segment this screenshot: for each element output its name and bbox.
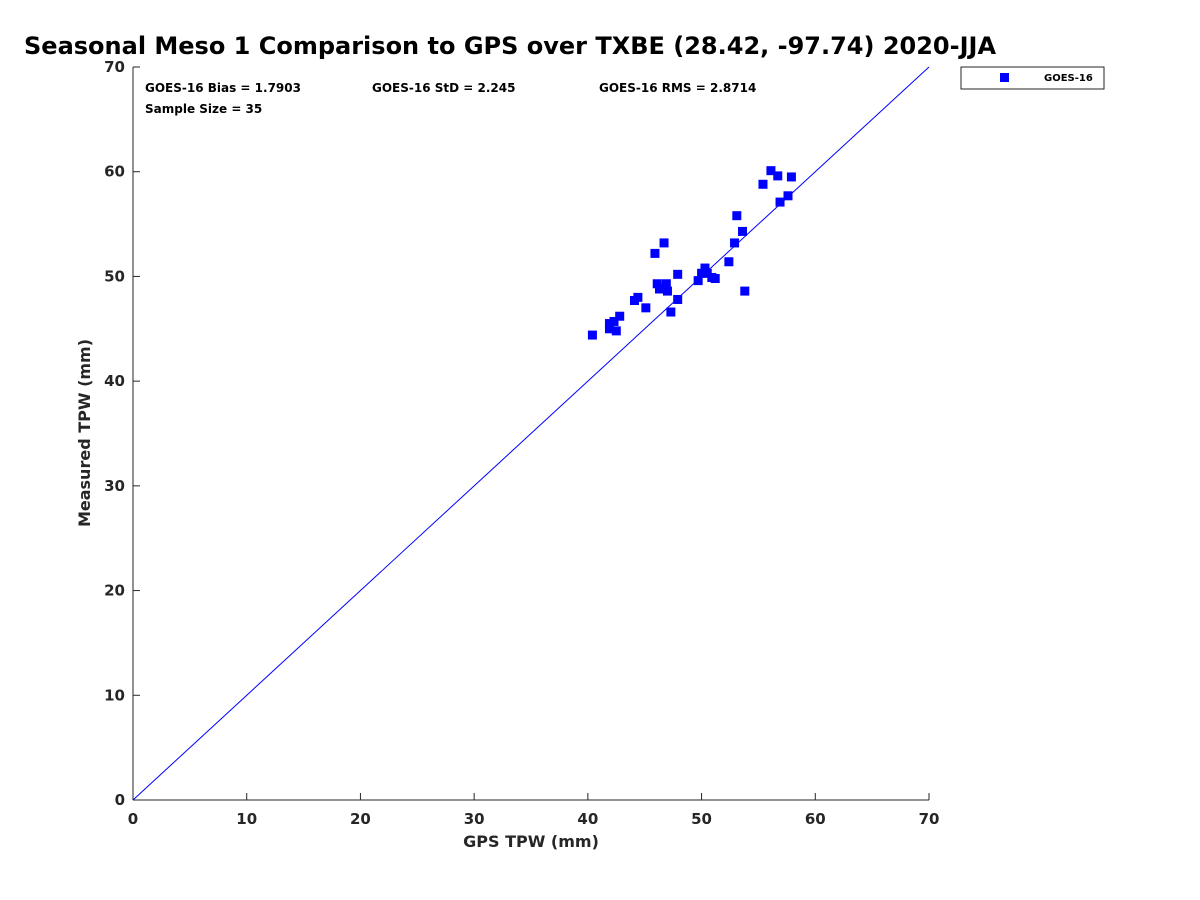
data-point	[702, 268, 712, 278]
data-point	[661, 279, 671, 289]
data-point	[615, 311, 625, 321]
data-point	[786, 172, 796, 182]
y-tick-label: 60	[104, 163, 125, 181]
data-point	[738, 226, 748, 236]
data-point	[710, 274, 720, 284]
data-point	[773, 171, 783, 181]
x-tick-label: 40	[577, 810, 598, 828]
data-point	[724, 257, 734, 267]
legend-marker-goes-16	[1000, 73, 1009, 82]
data-point	[662, 286, 672, 296]
data-point	[604, 319, 614, 329]
data-point	[766, 166, 776, 176]
legend: GOES-16	[960, 66, 1105, 90]
data-point	[652, 279, 662, 289]
data-points	[587, 166, 796, 340]
y-tick-label: 50	[104, 267, 125, 285]
data-point	[659, 238, 669, 248]
data-point	[732, 211, 742, 221]
data-point	[740, 286, 750, 296]
y-tick-label: 20	[104, 582, 125, 600]
y-axis-label: Measured TPW (mm)	[75, 339, 94, 527]
x-tick-label: 30	[464, 810, 485, 828]
sample-size-annotation: Sample Size = 35	[145, 102, 262, 116]
data-point	[697, 268, 707, 278]
bias-annotation: GOES-16 Bias = 1.7903	[145, 81, 301, 95]
one-to-one-line	[132, 66, 930, 801]
chart-title: Seasonal Meso 1 Comparison to GPS over T…	[24, 32, 996, 60]
data-point	[758, 179, 768, 189]
data-point	[700, 263, 710, 273]
y-ticks: 0 10 20 30 40 50 60 70	[104, 58, 140, 809]
data-point	[633, 292, 643, 302]
y-tick-label: 0	[115, 791, 125, 809]
data-point	[604, 324, 614, 334]
axes	[132, 67, 929, 801]
data-point	[650, 248, 660, 258]
data-point	[654, 284, 664, 294]
data-point	[611, 326, 621, 336]
x-tick-label: 50	[691, 810, 712, 828]
data-point	[673, 269, 683, 279]
data-point	[693, 276, 703, 286]
data-point	[609, 316, 619, 326]
y-tick-label: 40	[104, 372, 125, 390]
x-tick-label: 10	[236, 810, 257, 828]
y-tick-label: 30	[104, 477, 125, 495]
x-axis-label: GPS TPW (mm)	[463, 832, 599, 851]
legend-label-goes-16: GOES-16	[1044, 73, 1093, 84]
statistics-annotations: GOES-16 Bias = 1.7903 GOES-16 StD = 2.24…	[145, 81, 756, 116]
x-tick-label: 70	[919, 810, 940, 828]
data-point	[641, 303, 651, 313]
data-point	[673, 294, 683, 304]
y-tick-label: 10	[104, 686, 125, 704]
data-point	[666, 307, 676, 317]
rms-annotation: GOES-16 RMS = 2.8714	[599, 81, 756, 95]
data-point	[783, 191, 793, 201]
x-tick-label: 60	[805, 810, 826, 828]
data-point	[587, 330, 597, 340]
x-tick-label: 0	[128, 810, 138, 828]
legend-box	[960, 66, 1105, 90]
x-ticks: 0 10 20 30 40 50 60 70	[128, 793, 940, 828]
data-point	[730, 238, 740, 248]
x-tick-label: 20	[350, 810, 371, 828]
data-point	[775, 197, 785, 207]
y-tick-label: 70	[104, 58, 125, 76]
std-annotation: GOES-16 StD = 2.245	[372, 81, 515, 95]
